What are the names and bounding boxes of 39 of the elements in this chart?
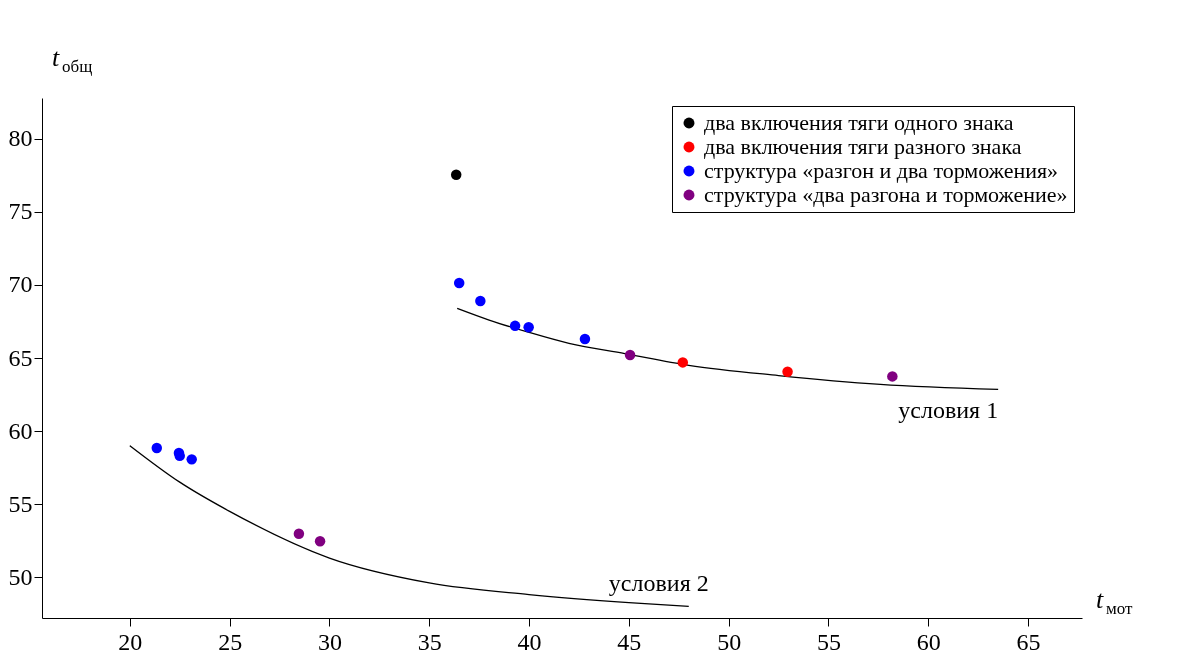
point <box>579 333 591 345</box>
y-tick-label: 55 <box>8 490 33 517</box>
y-tick-label: 70 <box>8 271 33 298</box>
y-tick-label: 50 <box>8 563 33 590</box>
legend-label: структура «разгон и два торможения» <box>704 158 1059 183</box>
point <box>523 322 534 333</box>
legend-label: структура «два разгона и торможение» <box>704 182 1068 207</box>
x-tick-label: 20 <box>118 628 143 650</box>
line-series <box>456 307 999 391</box>
x-tick-label: 25 <box>218 628 243 650</box>
y-tick-label: 75 <box>8 198 33 225</box>
point <box>887 371 898 382</box>
point <box>314 536 326 547</box>
point <box>450 169 462 180</box>
point <box>509 320 521 332</box>
line-series <box>129 444 690 607</box>
x-tick-label: 60 <box>916 628 941 650</box>
annotation: условия 2 <box>608 570 709 597</box>
point <box>151 442 163 454</box>
legend-label: два включения тяги разного знака <box>704 134 1022 159</box>
x-tick-label: 65 <box>1016 628 1041 650</box>
point <box>624 349 636 361</box>
annotation: условия 1 <box>898 397 999 424</box>
point <box>782 366 793 377</box>
y-tick-label: 60 <box>8 417 33 444</box>
legend-label: два включения тяги одного знака <box>704 110 1014 135</box>
point <box>186 454 197 465</box>
point <box>453 277 465 289</box>
x-tick-label: 45 <box>617 628 642 650</box>
y-tick-label: 80 <box>8 125 33 152</box>
point <box>677 357 689 368</box>
y-tick-label: 65 <box>8 344 33 371</box>
x-tick-label: 30 <box>317 628 342 650</box>
x-tick-label: 55 <box>816 628 841 650</box>
point <box>293 528 305 539</box>
x-tick-label: 50 <box>717 628 742 650</box>
x-tick-label: 35 <box>417 628 442 650</box>
point <box>475 295 486 307</box>
x-tick-label: 40 <box>517 628 542 650</box>
